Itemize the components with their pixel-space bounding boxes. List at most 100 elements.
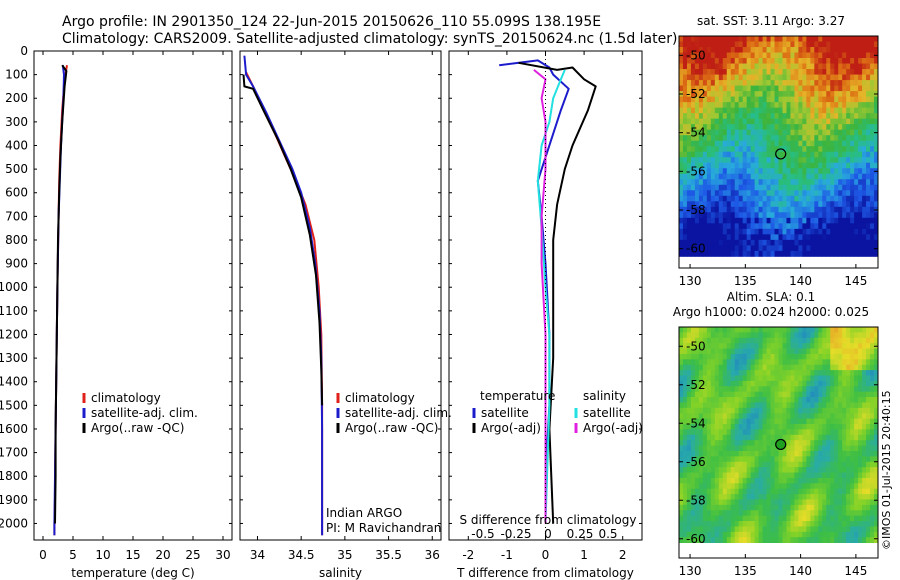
difference-profile-panel: -2 -1 0 1 2 T difference from climatology S di… [448,50,643,580]
depth-tick-label: 1000 [0,280,28,294]
x-tick-label: 15 [125,548,140,562]
series-line-2 [243,55,324,536]
lon-tick-label: 140 [789,564,812,578]
depth-tick-label: 800 [5,233,28,247]
lat-tick-label: -52 [686,378,706,392]
sst-map-panel: sat. SST: 3.11 Argo: 3.27 -50 -52 -54 -56 -58… [678,14,879,288]
lon-tick-label: 145 [844,564,867,578]
x-tick-label: 25 [185,548,200,562]
annotation-line1: Indian ARGO [326,506,402,520]
depth-tick-label: 300 [5,115,28,129]
map-frame [678,35,879,269]
x-tick-label: 34 [250,548,265,562]
depth-tick-label: 1600 [0,422,28,436]
depth-tick-label: 700 [5,209,28,223]
legend-label: Argo(..raw -QC) [345,421,438,435]
lon-tick-label: 130 [679,274,702,288]
series-line-1 [499,59,570,524]
x-tick-label: 35 [337,548,352,562]
series-line-3 [242,74,324,406]
legend-title-salinity: salinity [583,389,626,403]
lat-tick-label: -60 [686,532,706,546]
depth-tick-label: 1800 [0,469,28,483]
map-field [679,327,879,543]
lat-tick-label: -50 [686,48,706,62]
depth-tick-label: 1700 [0,446,28,460]
depth-tick-label: 2000 [0,516,28,530]
x-tick-label: -1 [501,548,513,562]
depth-tick-label: 1100 [0,304,28,318]
depth-tick-label: 0 [20,44,28,58]
depth-tick-label: 400 [5,138,28,152]
x-tick-label: 1 [580,548,588,562]
legend-label: climatology [91,391,161,405]
annotation-line2: PI: M Ravichandran [326,521,441,535]
series-line-4 [533,69,547,524]
x-tick-label: 36 [425,548,440,562]
lat-tick-label: -54 [686,416,706,430]
salinity-profile-panel: 34 34.5 35 35.5 36 salinity climatologysatelli… [239,50,452,580]
lat-tick-label: -56 [686,164,706,178]
legend-label: Argo(-adj) [583,421,643,435]
legend-label: satellite-adj. clim. [91,406,198,420]
x-tick-label: 5 [69,548,77,562]
depth-tick-label: 1900 [0,493,28,507]
s-axis-label: S difference from climatology [460,513,637,527]
legend-label: satellite-adj. clim. [345,406,452,420]
s-tick-label: -0.25 [500,527,531,541]
depth-tick-label: 200 [5,91,28,105]
map-field [679,36,879,257]
x-tick-label: 2 [619,548,627,562]
lat-tick-label: -50 [686,339,706,353]
series-line-3 [54,64,68,524]
depth-tick-label: 900 [5,257,28,271]
legend-label: satellite [583,406,631,420]
argo-position-marker [775,438,787,451]
legend-label: satellite [481,406,529,420]
plot-frame [239,50,442,541]
legend-title-temperature: temperature [480,389,555,403]
s-tick-label: 0.5 [598,527,617,541]
plot-frame [33,50,233,541]
depth-tick-label: 600 [5,186,28,200]
x-axis-label: temperature (deg C) [71,566,194,580]
s-tick-label: 0 [544,527,552,541]
sla-map-title-line1: Altim. SLA: 0.1 [727,290,815,304]
lat-tick-label: -60 [686,242,706,256]
temperature-profile-panel: 0 100 200 300 400 500 600 700 800 900 1000 1100 1200… [0,44,233,580]
depth-tick-label: 1200 [0,327,28,341]
depth-tick-label: 1400 [0,375,28,389]
x-tick-label: 20 [155,548,170,562]
lat-tick-label: -56 [686,455,706,469]
lon-tick-label: 135 [734,564,757,578]
lon-tick-label: 135 [734,274,757,288]
s-tick-label: -0.5 [471,527,494,541]
legend-label: Argo(..raw -QC) [91,421,184,435]
x-tick-label: 35.5 [375,548,402,562]
depth-tick-label: 1500 [0,398,28,412]
argo-position-marker [775,148,787,160]
x-tick-label: 30 [215,548,230,562]
x-tick-label: 34.5 [288,548,315,562]
depth-tick-label: 100 [5,68,28,82]
legend-label: climatology [345,391,415,405]
lat-tick-label: -58 [686,203,706,217]
depth-tick-label: 500 [5,162,28,176]
depth-tick-label: 1300 [0,351,28,365]
lon-tick-label: 130 [679,564,702,578]
s-tick-label: 0.25 [567,527,594,541]
lat-tick-label: -54 [686,126,706,140]
lat-tick-label: -58 [686,493,706,507]
lon-tick-label: 145 [844,274,867,288]
series-line-1 [245,71,324,536]
x-axis-label: T difference from climatology [456,566,634,580]
imos-timestamp: ©IMOS 01-Jul-2015 20:40:15 [880,390,893,550]
lon-tick-label: 140 [789,274,812,288]
x-tick-label: 10 [95,548,110,562]
figure-title-line1: Argo profile: IN 2901350_124 22-Jun-2015… [62,14,601,30]
sst-map-title: sat. SST: 3.11 Argo: 3.27 [697,14,845,28]
legend-label: Argo(-adj) [481,421,541,435]
x-tick-label: 0 [542,548,550,562]
